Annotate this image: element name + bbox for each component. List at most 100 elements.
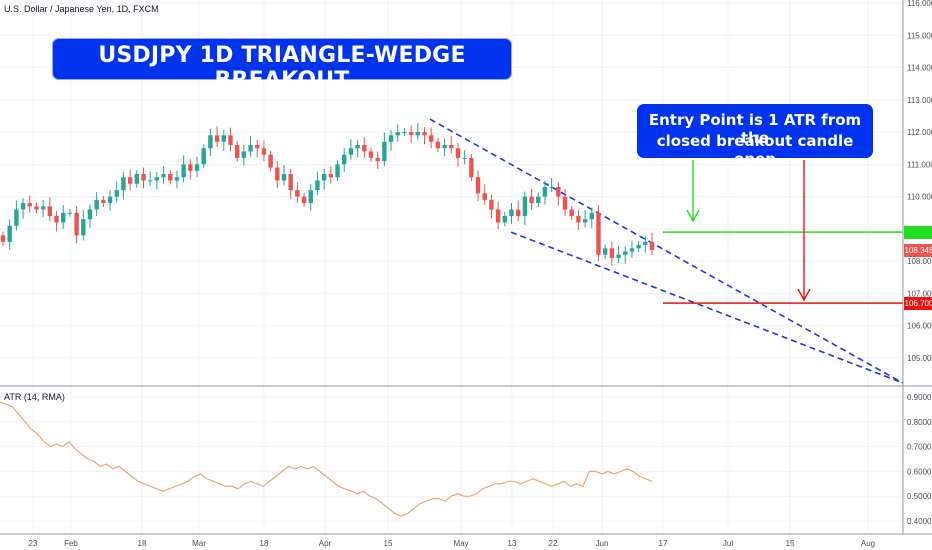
candle-body [241, 151, 247, 158]
price-levels [663, 160, 903, 304]
time-tick-label: Mar [192, 539, 206, 548]
candle-body [114, 190, 119, 197]
candle-body [609, 248, 615, 258]
price-tick-label: 111.000 [907, 160, 932, 169]
candle-body [54, 216, 59, 223]
candle-body [7, 225, 12, 242]
price-tick-label: 110.000 [907, 193, 932, 202]
candle-body [87, 209, 93, 220]
candle-body [161, 174, 166, 178]
time-tick-label: 15 [384, 539, 393, 548]
candle-body [335, 164, 340, 178]
atr-tick-label: 0.5000 [907, 492, 932, 501]
price-tick-label: 115.000 [907, 31, 932, 40]
candle-body [556, 186, 561, 197]
candle-body [616, 254, 621, 258]
atr-indicator-label[interactable]: ATR (14, RMA) [4, 392, 65, 402]
candle-body [0, 235, 6, 242]
time-tick-label: 22 [549, 539, 558, 548]
candle-body [475, 177, 481, 194]
candle-body [255, 145, 260, 149]
wedge-upper-line [429, 118, 904, 384]
time-tick-label: 18 [138, 539, 147, 548]
atr-tick-label: 0.9000 [907, 393, 932, 402]
candle-body [536, 196, 541, 204]
candle-body [529, 196, 534, 204]
candle-body [375, 157, 380, 162]
price-tick-label: 116.000 [907, 0, 932, 8]
candle-body [462, 157, 467, 159]
candle-body [388, 135, 394, 142]
candle-body [602, 248, 608, 255]
candle-body [134, 174, 140, 184]
candle-body [429, 135, 434, 142]
candle-body [281, 174, 287, 181]
candle-body [81, 219, 86, 236]
time-tick-label: 13 [508, 539, 517, 548]
candle-body [482, 193, 487, 200]
candle-body [562, 196, 568, 210]
entry-price-tag [904, 226, 932, 240]
candle-body [34, 206, 39, 210]
candle-body [67, 212, 73, 214]
candle-body [127, 177, 133, 184]
entry-note-line-2: closed breakout candle open [656, 132, 854, 168]
candle-body [147, 180, 153, 182]
candle-body [47, 206, 53, 216]
candle-body [395, 132, 400, 136]
time-tick-label: May [453, 539, 468, 548]
candle-body [261, 148, 267, 155]
candle-body [295, 190, 300, 197]
candle-body [14, 209, 19, 226]
candle-body [27, 203, 32, 207]
candle-body [194, 164, 200, 171]
candle-body [308, 190, 313, 204]
price-tick-label: 106.000 [907, 322, 932, 331]
candle-body [569, 209, 574, 216]
candle-body [408, 132, 414, 136]
symbol-header[interactable]: U.S. Dollar / Japanese Yen, 1D, FXCM [4, 4, 159, 14]
candle-body [415, 132, 421, 136]
time-tick-label: Apr [319, 539, 332, 548]
candle-body [362, 145, 367, 152]
candle-body [154, 177, 160, 181]
candle-body [515, 209, 521, 216]
candle-body [596, 212, 601, 255]
price-tick-label: 113.000 [907, 96, 932, 105]
wedge-lower-line [510, 231, 904, 384]
price-tick-label: 112.000 [907, 128, 932, 137]
atr-panel [0, 401, 653, 517]
candle-body [442, 145, 447, 149]
candle-body [348, 148, 354, 155]
atr-tick-label: 0.8000 [907, 418, 932, 427]
price-tick-label: 114.000 [907, 64, 932, 73]
candle-body [40, 206, 46, 210]
candles [0, 123, 655, 266]
candle-body [321, 174, 327, 181]
candle-body [228, 135, 233, 145]
candle-body [214, 135, 220, 142]
candle-body [435, 141, 441, 149]
candle-body [502, 216, 508, 223]
candle-body [522, 196, 528, 216]
price-tick-label: 108.000 [907, 257, 932, 266]
candle-body [649, 241, 655, 251]
candle-body [449, 145, 454, 149]
candle-body [174, 177, 180, 181]
candle-body [268, 154, 273, 168]
candle-body [288, 174, 293, 191]
candle-body [402, 132, 407, 134]
time-tick-label: Jun [596, 539, 609, 548]
chart-title: USDJPY 1D TRIANGLE-WEDGE BREAKOUT [98, 43, 466, 93]
candle-body [495, 209, 501, 223]
candle-body [221, 135, 226, 142]
candle-body [234, 145, 240, 158]
candle-body [74, 212, 79, 236]
candle-body [589, 212, 594, 220]
candle-body [101, 199, 106, 204]
candle-body [328, 174, 334, 178]
price-tick-label: 107.000 [907, 289, 932, 298]
candle-body [188, 164, 193, 171]
candle-body [20, 203, 26, 210]
